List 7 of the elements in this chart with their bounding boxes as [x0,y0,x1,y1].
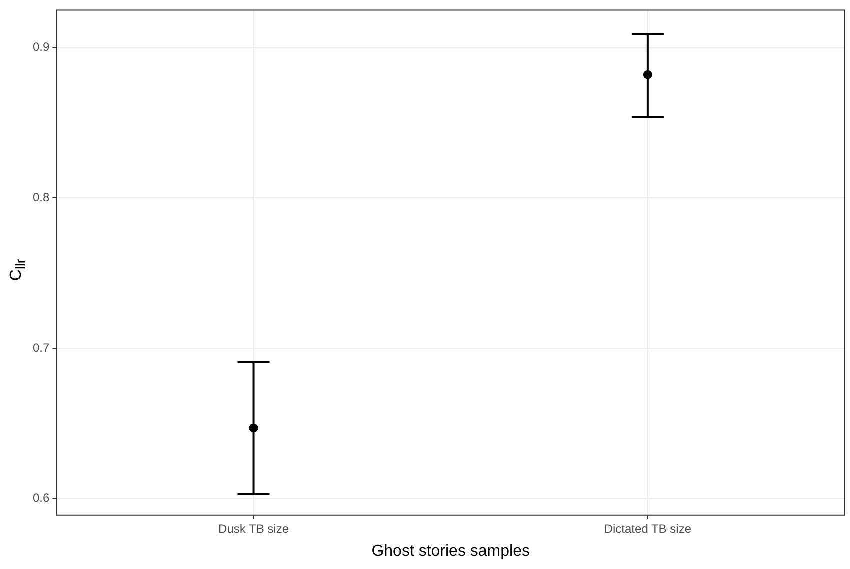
x-axis-title: Ghost stories samples [372,542,530,560]
y-tick-label: 0.7 [32,340,50,355]
x-tick-label: Dictated TB size [604,522,692,536]
y-tick-label: 0.6 [32,491,50,506]
x-tick-label: Dusk TB size [218,522,290,536]
y-tick-label: 0.8 [32,190,50,204]
y-tick-label: 0.9 [32,40,50,54]
